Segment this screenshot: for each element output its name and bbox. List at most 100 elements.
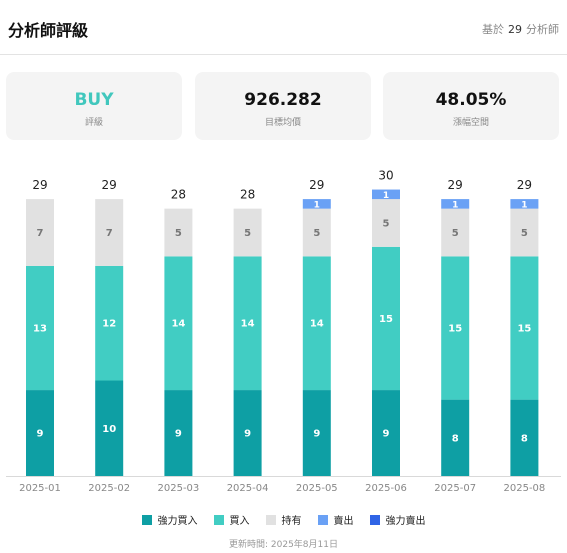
bar-segment [302, 208, 331, 257]
bar-segment [372, 199, 400, 247]
bar-segment [441, 399, 470, 476]
upside-value: 48.05% [435, 90, 507, 110]
segment-value-label: 5 [521, 228, 528, 239]
bar-total-label: 29 [448, 178, 463, 192]
target-price-card: 926.282 目標均價 [195, 72, 371, 140]
x-tick-label: 2025-05 [296, 483, 338, 494]
bar-segment [372, 390, 400, 476]
bar-total-label: 29 [32, 178, 47, 192]
legend-label: 強力賣出 [385, 516, 426, 527]
bar-segment [441, 208, 470, 257]
bar-total-label: 29 [102, 178, 117, 192]
bar-segment [441, 199, 470, 209]
bar-segment [372, 189, 400, 200]
bar-segment [441, 256, 470, 400]
segment-value-label: 9 [383, 429, 390, 440]
legend-swatch [141, 515, 152, 525]
target-price-value: 926.282 [244, 90, 322, 110]
chart-legend: 強力買入 買入 持有 賣出 強力賣出 [0, 512, 567, 527]
segment-value-label: 5 [175, 228, 182, 239]
bar-segment [233, 390, 262, 476]
bar-segment [510, 399, 539, 476]
legend-item[interactable]: 強力買入 [141, 512, 198, 527]
x-tick-label: 2025-03 [158, 483, 200, 494]
bar-segment [164, 208, 193, 257]
segment-value-label: 10 [102, 424, 116, 435]
bar-segment [26, 390, 54, 476]
bar-segment [95, 265, 124, 381]
bar-segment [233, 208, 262, 257]
legend-label: 持有 [281, 516, 302, 527]
segment-value-label: 1 [521, 200, 527, 210]
bar-total-label: 28 [240, 188, 255, 202]
segment-value-label: 12 [102, 319, 116, 330]
page-title: 分析師評級 [8, 21, 89, 40]
upside-label: 漲幅空間 [452, 118, 489, 128]
bar-segment [510, 208, 539, 257]
legend-swatch [213, 515, 224, 525]
x-tick-label: 2025-06 [365, 483, 407, 494]
x-tick-label: 2025-07 [434, 483, 476, 494]
segment-value-label: 14 [241, 319, 255, 330]
segment-value-label: 14 [310, 319, 324, 330]
bar-segment [302, 199, 331, 209]
segment-value-label: 1 [452, 200, 458, 210]
rating-stacked-bar-chart: 9 13 7 29 2025-01 10 12 7 29 2025-02 9 14 5 28 2025-03… [6, 169, 561, 494]
segment-value-label: 5 [383, 218, 390, 229]
legend-swatch [369, 515, 380, 525]
segment-value-label: 9 [37, 429, 44, 440]
basis-suffix: 分析師 [526, 23, 559, 36]
bar-segment [372, 246, 400, 391]
upside-card: 48.05% 漲幅空間 [383, 72, 559, 140]
segment-value-label: 7 [37, 228, 44, 239]
segment-value-label: 9 [175, 429, 182, 440]
legend-label: 買入 [229, 516, 250, 527]
segment-value-label: 5 [452, 228, 459, 239]
basis-prefix: 基於 [482, 23, 504, 36]
segment-value-label: 5 [313, 228, 320, 239]
x-tick-label: 2025-01 [19, 483, 61, 494]
bar-segment [95, 380, 124, 476]
bar-total-label: 28 [171, 188, 186, 202]
legend-swatch [317, 515, 328, 525]
update-time: 更新時間: 2025年8月11日 [229, 540, 338, 550]
segment-value-label: 15 [517, 324, 531, 335]
segment-value-label: 8 [521, 433, 528, 444]
bar-segment [302, 390, 331, 476]
rating-value: BUY [74, 90, 114, 110]
legend-item[interactable]: 持有 [265, 512, 302, 527]
segment-value-label: 9 [313, 429, 320, 440]
segment-value-label: 7 [106, 228, 113, 239]
segment-value-label: 8 [452, 433, 459, 444]
bar-segment [164, 256, 193, 391]
legend-label: 強力買入 [157, 516, 198, 527]
x-tick-label: 2025-02 [88, 483, 130, 494]
rating-card: BUY 評級 [6, 72, 182, 140]
legend-item[interactable]: 強力賣出 [369, 512, 426, 527]
legend-swatch [265, 515, 276, 525]
bar-segment [510, 256, 539, 400]
bar-segment [302, 256, 331, 391]
rating-label: 評級 [84, 118, 103, 128]
segment-value-label: 5 [244, 228, 251, 239]
segment-value-label: 1 [383, 191, 389, 201]
bar-total-label: 29 [309, 178, 324, 192]
segment-value-label: 15 [379, 314, 393, 325]
segment-value-label: 14 [171, 319, 185, 330]
bar-segment [95, 199, 124, 266]
bar-segment [26, 199, 54, 266]
bar-total-label: 30 [378, 169, 393, 183]
legend-label: 賣出 [333, 516, 354, 527]
summary-cards: BUY 評級 926.282 目標均價 48.05% 漲幅空間 [6, 72, 562, 140]
x-tick-label: 2025-04 [227, 483, 269, 494]
legend-item[interactable]: 賣出 [317, 512, 354, 527]
bar-segment [233, 256, 262, 391]
legend-item[interactable]: 買入 [213, 512, 250, 527]
segment-value-label: 9 [244, 429, 251, 440]
header: 分析師評級 基於 29 分析師 [0, 0, 567, 55]
bar-segment [26, 265, 54, 391]
bar-segment [164, 390, 193, 476]
bar-total-label: 29 [517, 178, 532, 192]
bar-segment [510, 199, 539, 209]
x-tick-label: 2025-08 [504, 483, 546, 494]
